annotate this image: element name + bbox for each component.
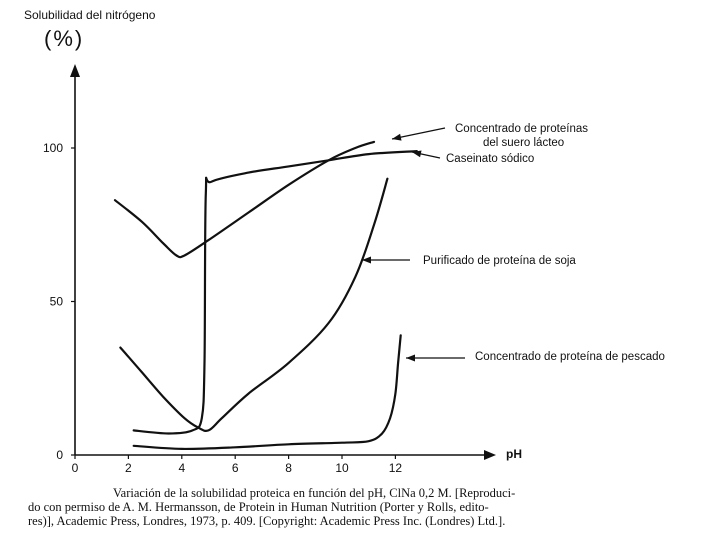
label-whey-line-2: del suero lácteo xyxy=(483,137,564,149)
arrow-whey-line xyxy=(391,127,446,140)
chart-canvas: pH 0 2 4 6 8 10 12 0 50 100 Concentrado de proteí… xyxy=(43,64,665,475)
caption-line-2: do con permiso de A. M. Hermansson, de P… xyxy=(28,500,489,514)
x-axis-arrow xyxy=(484,450,496,460)
x-tick-label: 12 xyxy=(389,461,403,475)
x-tick-label: 6 xyxy=(232,461,239,475)
y-tick-label: 100 xyxy=(43,141,63,155)
axes: pH xyxy=(70,64,522,461)
caption-line-1: Variación de la solubilidad proteica en … xyxy=(113,486,516,500)
series-fish-line xyxy=(132,334,402,451)
x-tick-label: 0 xyxy=(72,461,79,475)
x-tick-label: 4 xyxy=(178,461,185,475)
y-tick-label: 0 xyxy=(56,448,63,462)
ticks: 0 2 4 6 8 10 12 0 50 100 xyxy=(43,141,402,475)
arrow-caseinate-head xyxy=(412,150,422,158)
x-tick-label: 8 xyxy=(285,461,292,475)
label-fish: Concentrado de proteína de pescado xyxy=(475,351,665,363)
caption-line-3: res)], Academic Press, Londres, 1973, p.… xyxy=(28,514,506,528)
x-tick-label: 10 xyxy=(335,461,349,475)
x-axis-label: pH xyxy=(506,447,522,461)
y-axis-label: Solubilidad del nitrógeno xyxy=(24,8,156,22)
figure-caption: Variación de la solubilidad proteica en … xyxy=(28,486,648,528)
y-tick-label: 50 xyxy=(50,295,64,309)
series-soy-line xyxy=(119,177,389,432)
label-caseinate: Caseinato sódico xyxy=(446,153,534,165)
series-lines xyxy=(113,140,418,451)
y-axis-unit: (%) xyxy=(44,26,85,51)
series-annotations: Concentrado de proteínas del suero lácteo… xyxy=(362,123,665,363)
arrow-whey-head xyxy=(392,133,402,141)
arrow-soy-head xyxy=(362,256,371,264)
label-soy: Purificado de proteína de soja xyxy=(423,255,576,267)
series-whey-line xyxy=(113,140,376,259)
arrow-fish-head xyxy=(406,354,415,362)
series-caseinate-line xyxy=(132,150,418,435)
y-axis-arrow xyxy=(70,64,80,77)
x-tick-label: 2 xyxy=(125,461,132,475)
label-whey-line-1: Concentrado de proteínas xyxy=(455,123,588,135)
